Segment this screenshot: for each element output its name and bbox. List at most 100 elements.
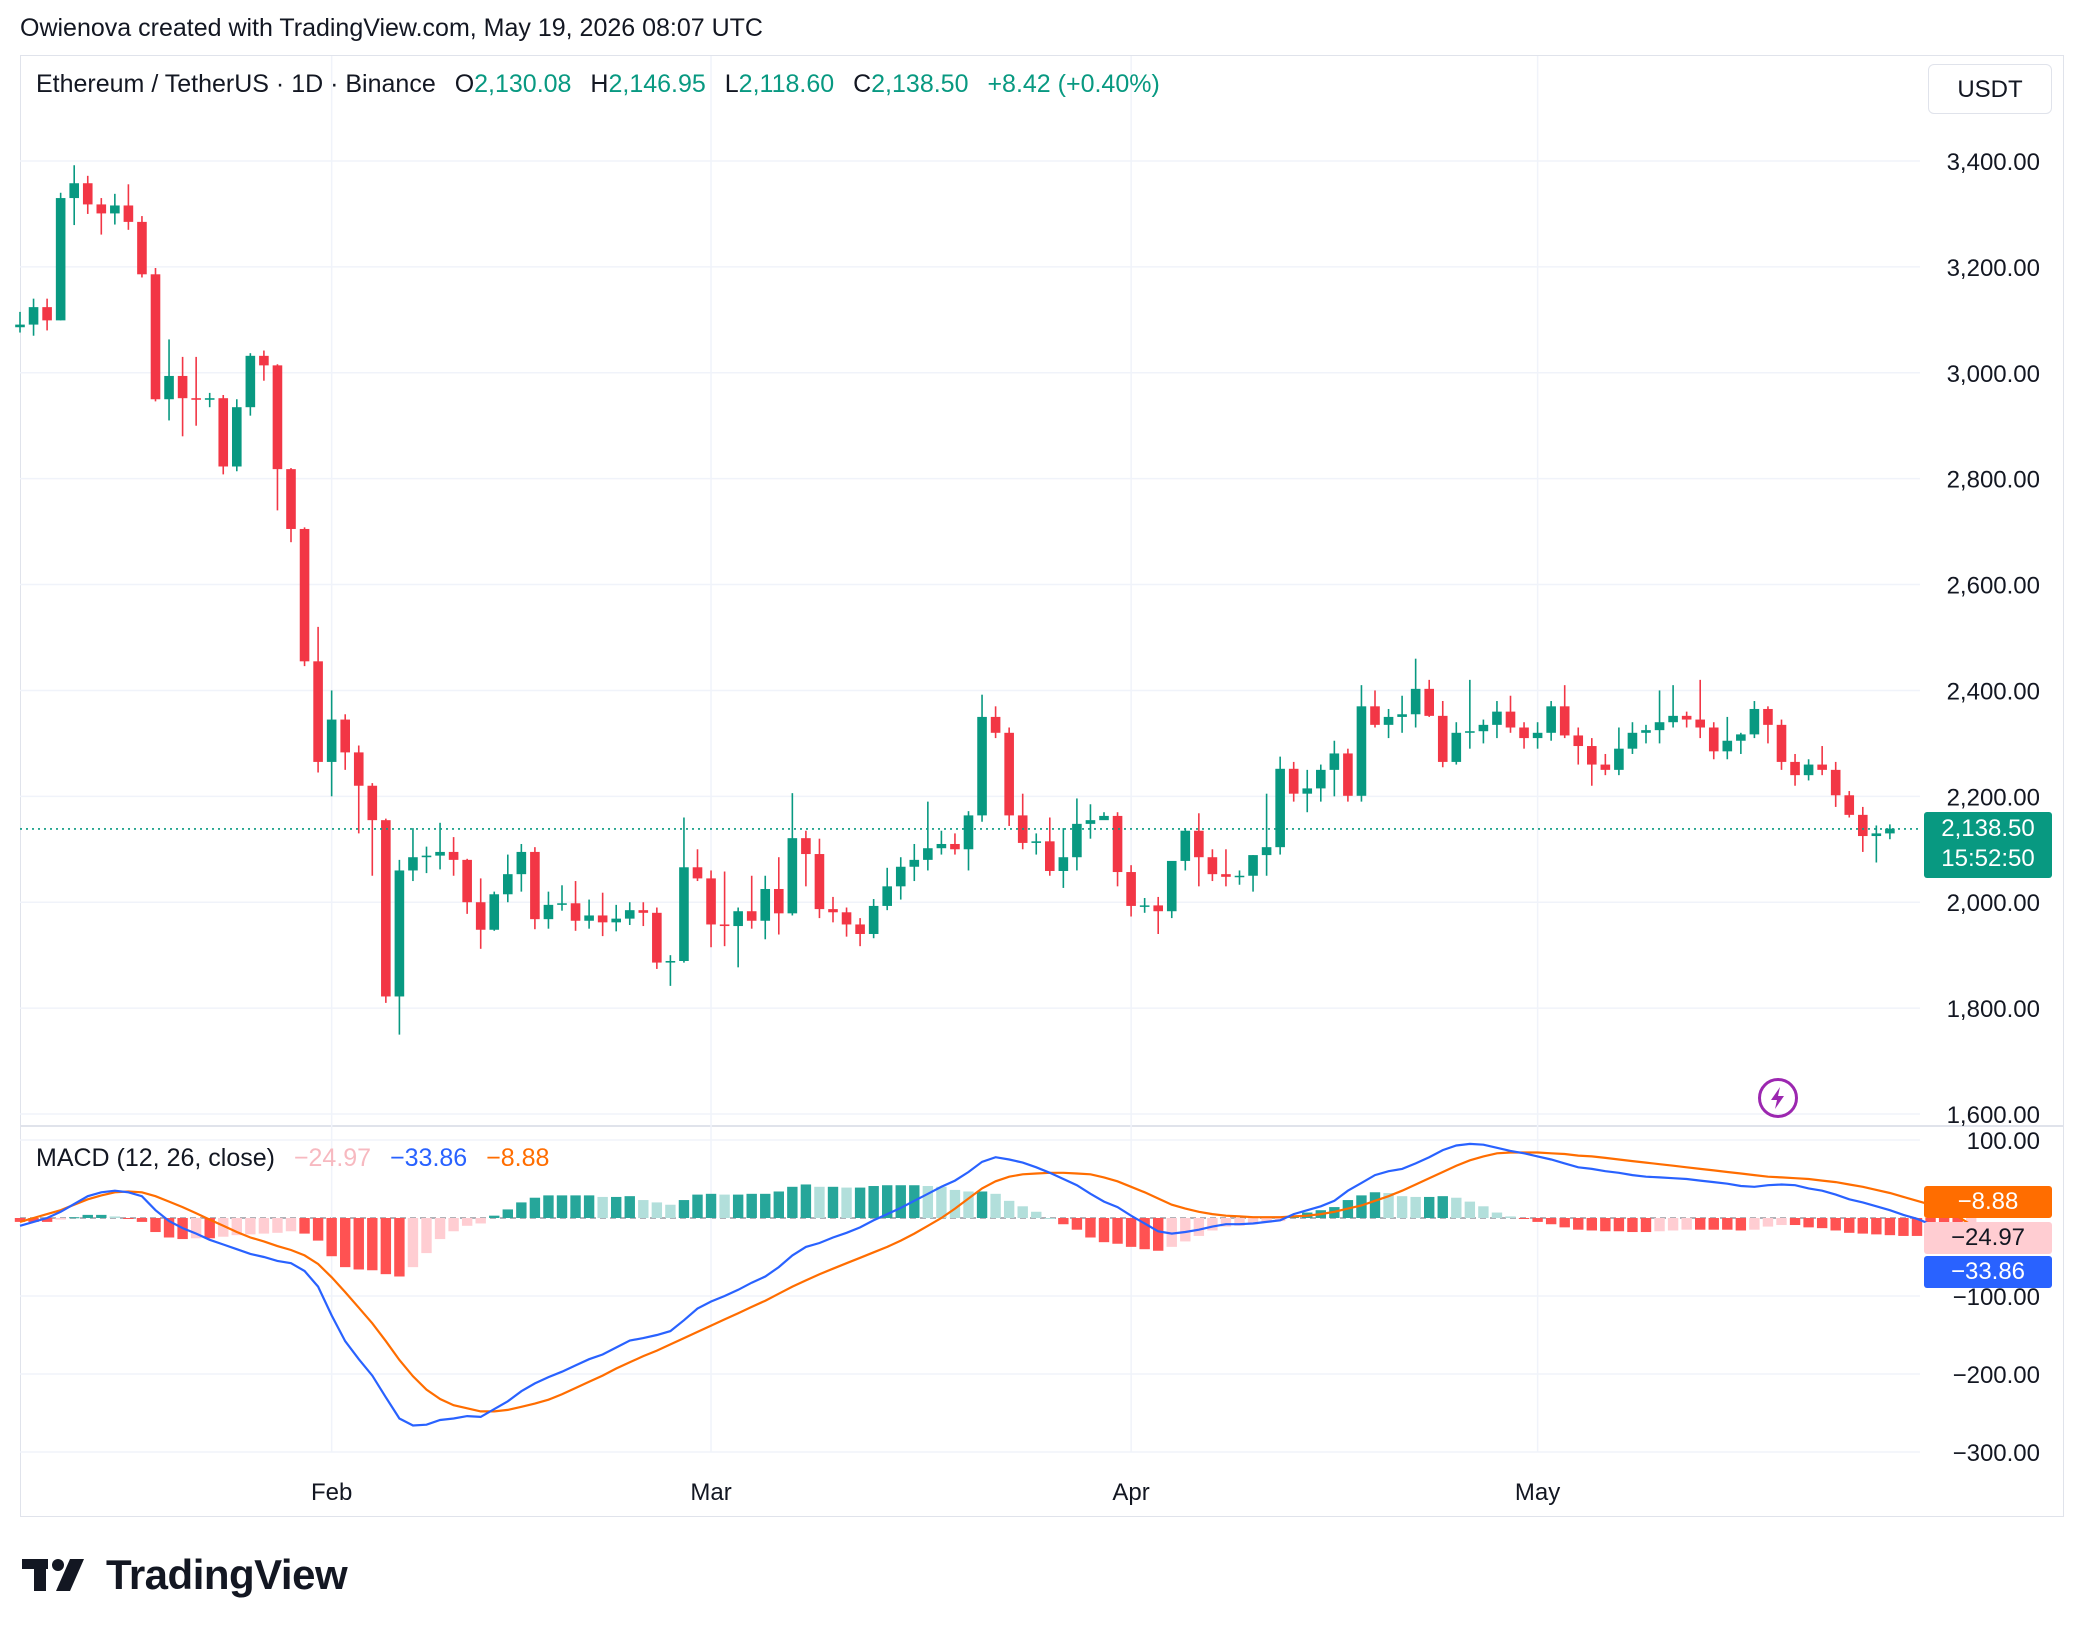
macd-histogram-bar bbox=[1017, 1206, 1028, 1218]
macd-histogram-bar bbox=[949, 1189, 961, 1218]
macd-histogram-bar bbox=[516, 1202, 527, 1218]
candle-body bbox=[1045, 841, 1055, 871]
macd-histogram-bar bbox=[1518, 1218, 1530, 1219]
price-tick-label: 3,200.00 bbox=[1947, 255, 2040, 282]
candle-body bbox=[1559, 706, 1570, 736]
macd-histogram-bar bbox=[638, 1200, 649, 1218]
macd-histogram-bar bbox=[1437, 1196, 1448, 1218]
price-axis: 3,400.00 3,200.00 3,000.00 2,800.00 2,600.00… bbox=[1947, 149, 2040, 1129]
candle-body bbox=[1790, 761, 1800, 776]
macd-histogram-bar bbox=[624, 1196, 635, 1218]
macd-histogram-bar bbox=[1884, 1218, 1896, 1236]
close-value: 2,138.50 bbox=[871, 70, 969, 98]
close-label: C bbox=[853, 70, 872, 98]
candle-body bbox=[1451, 732, 1462, 762]
macd-histogram-bar bbox=[340, 1218, 351, 1268]
macd-histogram-bar bbox=[1261, 1218, 1272, 1223]
candle-body bbox=[1031, 841, 1042, 843]
lightning-icon[interactable] bbox=[1758, 1078, 1798, 1118]
candle-body bbox=[150, 274, 161, 400]
macd-histogram-bar bbox=[502, 1209, 513, 1218]
macd-histogram-bar bbox=[1532, 1218, 1543, 1222]
candle-body bbox=[1465, 731, 1475, 733]
candle-body bbox=[1437, 715, 1448, 762]
macd-tick-label: −300.00 bbox=[1953, 1440, 2040, 1467]
candle-body bbox=[1397, 714, 1407, 717]
currency-button[interactable]: USDT bbox=[1928, 64, 2052, 114]
macd-histogram-bar bbox=[787, 1186, 798, 1218]
candle-body bbox=[1004, 732, 1014, 816]
macd-histogram-bar bbox=[936, 1186, 947, 1218]
macd-tick-label: −100.00 bbox=[1953, 1284, 2040, 1311]
candle-body bbox=[1072, 823, 1082, 858]
macd-histogram-bar bbox=[28, 1218, 39, 1222]
candle-body bbox=[1776, 724, 1787, 762]
macd-histogram-bar bbox=[434, 1218, 446, 1240]
macd-histogram-bar bbox=[1803, 1218, 1814, 1228]
candle-body bbox=[760, 888, 771, 921]
macd-histogram-bar bbox=[1627, 1218, 1638, 1233]
macd-histogram-bar bbox=[1545, 1218, 1557, 1225]
macd-histogram-bar bbox=[1410, 1196, 1421, 1218]
candle-body bbox=[828, 909, 838, 913]
macd-histogram-bar bbox=[1695, 1218, 1706, 1230]
macd-histogram-bar bbox=[611, 1196, 622, 1218]
price-tick-label: 3,400.00 bbox=[1947, 149, 2040, 176]
candle-body bbox=[530, 851, 540, 920]
macd-histogram-bar bbox=[1857, 1218, 1868, 1234]
macd-histogram-bar bbox=[692, 1194, 703, 1218]
macd-histogram-bar bbox=[705, 1193, 717, 1218]
candle-body bbox=[868, 905, 879, 934]
candle-body bbox=[123, 205, 134, 222]
candle-body bbox=[1424, 688, 1434, 716]
candle-body bbox=[624, 910, 635, 919]
candle-body bbox=[1803, 764, 1814, 776]
macd-histogram-bar bbox=[1640, 1218, 1652, 1233]
candle-body bbox=[923, 848, 933, 860]
low-label: L bbox=[724, 70, 739, 98]
candle-body bbox=[1112, 815, 1123, 873]
candle-body bbox=[69, 183, 79, 199]
macd-histogram-bar bbox=[1871, 1218, 1882, 1235]
candle-body bbox=[1627, 732, 1638, 749]
macd-legend: MACD (12, 26, close) −24.97 −33.86 −8.88 bbox=[36, 1144, 549, 1173]
macd-histogram-bar bbox=[367, 1218, 378, 1271]
macd-histogram-bar bbox=[218, 1218, 229, 1237]
tradingview-logo[interactable]: TradingView bbox=[22, 1550, 348, 1600]
price-tick-label: 2,200.00 bbox=[1947, 784, 2040, 811]
candle-body bbox=[1275, 768, 1285, 848]
macd-histogram-bar bbox=[1613, 1218, 1625, 1232]
candle-body bbox=[1139, 905, 1150, 907]
candle-body bbox=[1492, 711, 1502, 725]
candle-body bbox=[55, 198, 66, 321]
macd-histogram-bar bbox=[136, 1218, 148, 1222]
candle-body bbox=[584, 915, 594, 921]
macd-line-value: −33.86 bbox=[390, 1144, 468, 1172]
candle-body bbox=[665, 960, 676, 963]
macd-histogram-bar bbox=[1844, 1218, 1855, 1233]
macd-histogram-bar bbox=[719, 1194, 730, 1218]
macd-histogram-bar bbox=[1722, 1218, 1733, 1230]
candle-body bbox=[774, 888, 784, 914]
macd-histogram-bar bbox=[1356, 1195, 1367, 1218]
macd-signal-value: −8.88 bbox=[486, 1144, 550, 1172]
macd-histogram-bar bbox=[922, 1186, 934, 1218]
candle-body bbox=[1302, 788, 1313, 794]
macd-histogram-bar bbox=[732, 1194, 744, 1218]
tradingview-logo-icon bbox=[22, 1559, 84, 1591]
macd-histogram-bar bbox=[69, 1217, 80, 1219]
candle-body bbox=[394, 870, 405, 997]
candle-body bbox=[1749, 708, 1760, 735]
candle-body bbox=[570, 903, 581, 921]
price-tick-label: 3,000.00 bbox=[1947, 361, 2040, 388]
macd-histogram-bar bbox=[231, 1218, 242, 1236]
macd-histogram-bar bbox=[976, 1191, 988, 1218]
time-axis: Feb Mar Apr May bbox=[311, 1479, 1560, 1506]
macd-histogram-bar bbox=[1573, 1218, 1584, 1230]
candle-body bbox=[96, 204, 107, 214]
candle-body bbox=[1207, 857, 1218, 875]
candle-body bbox=[1844, 795, 1855, 815]
macd-histogram-bar bbox=[1451, 1197, 1462, 1218]
open-value: 2,130.08 bbox=[474, 70, 572, 98]
